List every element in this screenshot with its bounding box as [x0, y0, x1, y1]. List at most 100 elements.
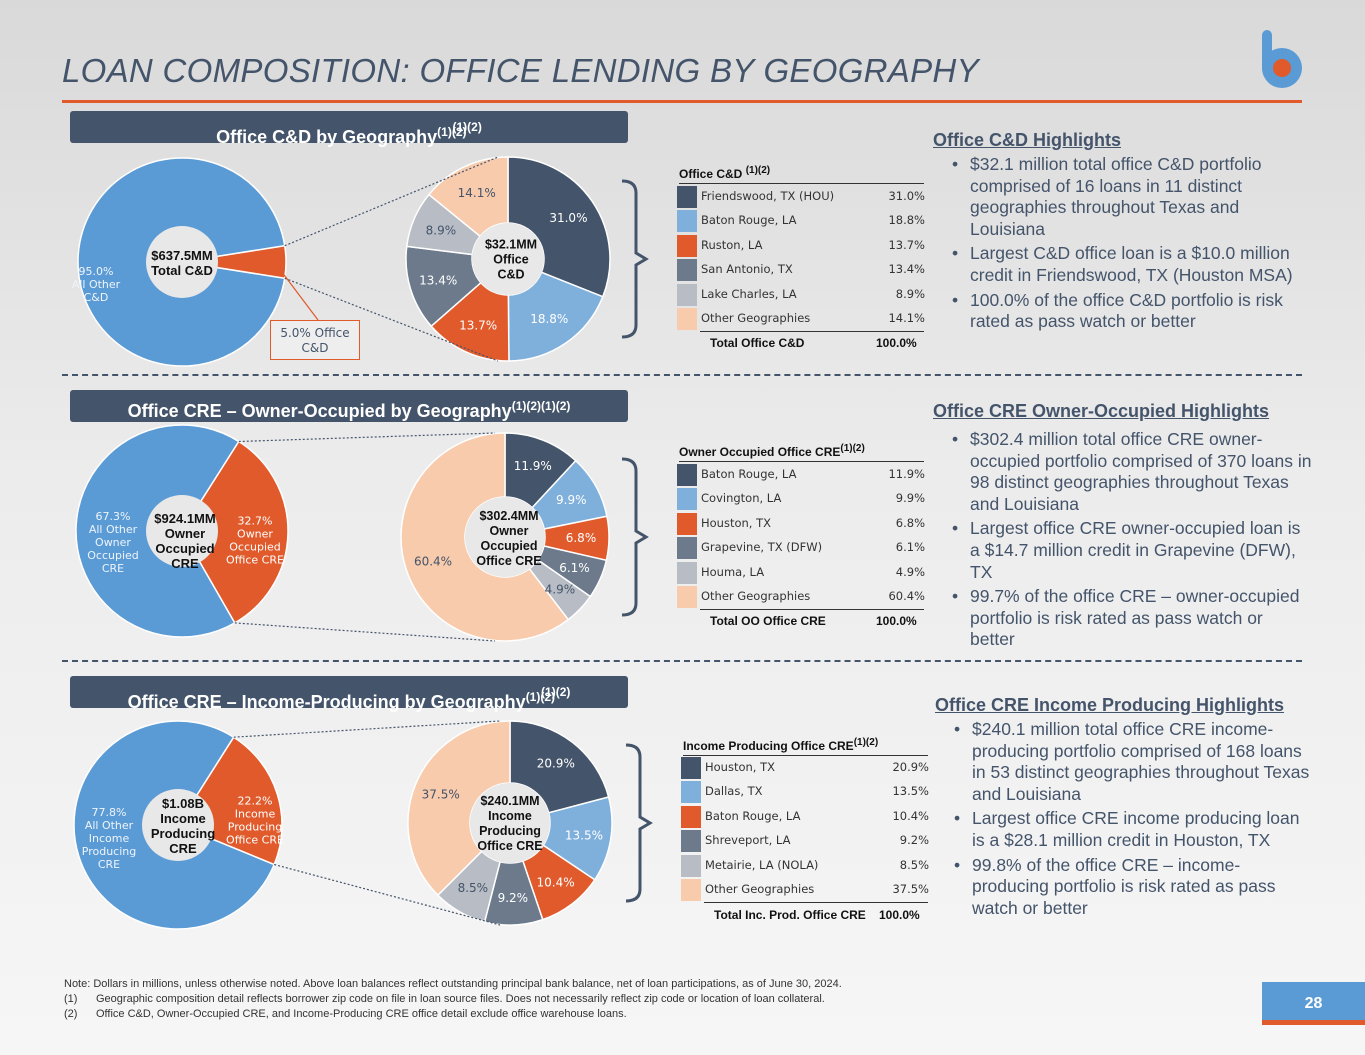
table-row: Lake Charles, LA 8.9%: [677, 283, 925, 307]
pie-slice-all-other: [73, 720, 276, 930]
row-geography: San Antonio, TX: [701, 262, 793, 277]
slice-value-label: 4.9%: [545, 583, 576, 597]
section-divider: [62, 660, 1302, 662]
row-geography: Dallas, TX: [705, 784, 763, 799]
row-geography: Other Geographies: [705, 882, 815, 896]
pie-slice-other-geographies: [407, 720, 511, 897]
row-percent: 13.7%: [888, 237, 925, 252]
legend-swatch: [677, 308, 697, 330]
row-geography: Other Geographies: [701, 311, 811, 325]
table-row: Baton Rouge, LA 11.9%: [677, 463, 925, 487]
row-geography: Baton Rouge, LA: [705, 808, 801, 823]
footnote-1: Geographic composition detail reflects b…: [96, 993, 825, 1005]
highlight-bullet: $302.4 million total office CRE owner-oc…: [950, 429, 1312, 515]
row-percent: 8.9%: [895, 286, 925, 301]
legend-swatch: [681, 805, 701, 828]
table-bracket: [621, 457, 649, 617]
row-geography: Metairie, LA (NOLA): [705, 857, 819, 872]
legend-swatch: [681, 757, 701, 779]
legend-swatch: [677, 488, 697, 511]
row-percent: 13.4%: [888, 262, 925, 277]
slice-value-label: 10.4%: [537, 876, 575, 890]
table-rule: [679, 461, 924, 462]
office-share-label: 32.7% Owner Occupied Office CRE: [226, 514, 284, 566]
slice-value-label: 20.9%: [537, 757, 575, 771]
office-share-label: 22.2% Income Producing Office CRE: [226, 794, 284, 846]
row-percent: 60.4%: [888, 589, 925, 603]
legend-swatch: [677, 561, 697, 584]
row-geography: Covington, LA: [701, 491, 782, 506]
slice-value-label: 13.4%: [419, 273, 457, 287]
legend-swatch: [677, 259, 697, 282]
callout-line: 5.0% Office: [280, 326, 350, 340]
section-banner-oo: Office CRE – Owner-Occupied by Geography…: [70, 390, 628, 422]
row-geography: Other Geographies: [701, 589, 811, 603]
table-row: Grapevine, TX (DFW) 6.1%: [677, 536, 925, 560]
table-row: Houston, TX 20.9%: [681, 756, 929, 780]
row-percent: 37.5%: [892, 882, 929, 896]
table-total-label: Total OO Office CRE: [710, 614, 826, 628]
row-percent: 13.5%: [892, 784, 929, 799]
slice-value-label: 37.5%: [422, 787, 460, 801]
company-logo-icon: [1262, 30, 1302, 88]
slice-value-label: 18.8%: [530, 312, 568, 326]
row-geography: Lake Charles, LA: [701, 286, 797, 301]
slice-value-label: 6.8%: [566, 531, 597, 545]
slice-value-label: 8.5%: [458, 881, 489, 895]
row-percent: 9.2%: [899, 833, 929, 848]
legend-swatch: [677, 537, 697, 560]
page-number-accent: [1262, 1020, 1365, 1025]
table-rule: [704, 902, 928, 903]
slice-value-label: 14.1%: [458, 186, 496, 200]
table-row: Other Geographies 14.1%: [677, 307, 925, 331]
pie-slice-office: [176, 736, 283, 866]
footnote-2: Office C&D, Owner-Occupied CRE, and Inco…: [96, 1008, 627, 1020]
pie-slice-baton-rouge-la: [521, 844, 596, 921]
highlights-title-ip: Office CRE Income Producing Highlights: [935, 695, 1285, 715]
section-banner-cd: Office C&D by Geography(1)(2)(1)(2): [70, 111, 628, 147]
highlights-list-cd: $32.1 million total office C&D portfolio…: [950, 154, 1300, 336]
pie-slice-other-geographies: [427, 156, 509, 238]
row-percent: 10.4%: [892, 808, 929, 823]
table-row: Other Geographies 37.5%: [681, 878, 929, 902]
pie-slice-all-other: [77, 157, 286, 367]
donut-center-label: $32.1MM Office C&D: [485, 237, 537, 281]
donut-hole: [146, 495, 218, 567]
table-total-value: 100.0%: [876, 614, 917, 628]
slice-value-label: 8.9%: [426, 223, 457, 237]
row-geography: Houma, LA: [701, 564, 765, 579]
connector-line: [274, 863, 501, 926]
donut-center-label: $637.5MM Total C&D: [151, 248, 213, 278]
highlight-bullet: 99.7% of the office CRE – owner-occupied…: [950, 586, 1312, 651]
table-row: Dallas, TX 13.5%: [681, 780, 929, 804]
row-percent: 4.9%: [895, 564, 925, 579]
connector-line: [234, 622, 496, 642]
office-oo-table: Baton Rouge, LA 11.9% Covington, LA 9.9% Hou…: [677, 463, 925, 613]
row-percent: 31.0%: [888, 189, 925, 203]
highlights-title-oo: Office CRE Owner-Occupied Highlights: [933, 401, 1270, 421]
table-title-ip: Income Producing Office CRE(1)(2): [683, 737, 879, 753]
footnote-1-marker: (1): [64, 993, 78, 1005]
donut-center-label: $240.1MM Income Producing Office CRE: [477, 794, 542, 853]
pie-slice-shreveport-la: [483, 859, 544, 926]
all-other-label: 95.0% All Other C&D: [72, 265, 121, 304]
legend-swatch: [681, 830, 701, 853]
pie-slice-baton-rouge-la: [507, 271, 604, 362]
table-rule: [679, 183, 924, 184]
pie-slice-friendswood-tx-hou-: [507, 156, 611, 298]
row-geography: Grapevine, TX (DFW): [701, 540, 823, 555]
row-geography: Houston, TX: [705, 760, 776, 774]
footnote-main: Note: Dollars in millions, unless otherw…: [64, 978, 842, 990]
pie-slice-other-geographies: [400, 432, 570, 642]
table-row: Other Geographies 60.4%: [677, 585, 925, 609]
pie-slice-metairie-la-nola-: [436, 850, 501, 923]
table-total-value: 100.0%: [879, 908, 920, 922]
row-percent: 14.1%: [888, 311, 925, 325]
highlights-title-cd: Office C&D Highlights: [933, 130, 1121, 150]
all-other-label: 77.8% All Other Income Producing CRE: [82, 806, 136, 871]
row-geography: Baton Rouge, LA: [701, 213, 797, 228]
donut-hole: [146, 226, 218, 298]
table-total-label: Total Inc. Prod. Office CRE: [714, 908, 866, 922]
table-bracket: [621, 179, 649, 339]
legend-swatch: [681, 854, 701, 877]
